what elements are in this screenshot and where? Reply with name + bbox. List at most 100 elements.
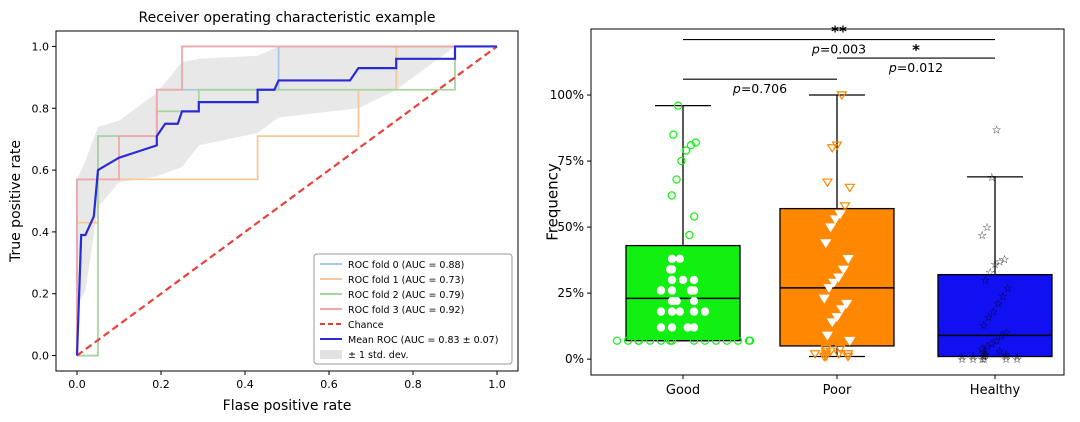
data-point: ☆ — [1012, 351, 1022, 364]
data-point: ☆ — [984, 311, 994, 324]
data-point: ☆ — [979, 353, 989, 366]
y-tick-label: 100% — [550, 88, 584, 102]
y-tick-label: 25% — [557, 286, 584, 300]
y-axis-label: Frequency — [544, 163, 562, 241]
legend-swatch — [320, 350, 342, 359]
roc-title: Receiver operating characteristic exampl… — [138, 10, 435, 26]
data-point — [844, 183, 856, 193]
data-point: ☆ — [968, 353, 978, 366]
data-point: ☆ — [957, 351, 967, 364]
data-point — [667, 265, 677, 274]
p-value-label: p=0.706 — [732, 81, 787, 96]
p-value-label: p=0.012 — [888, 60, 943, 75]
roc-chart: Receiver operating characteristic exampl… — [8, 10, 519, 414]
data-point — [689, 307, 699, 316]
data-point: ☆ — [1001, 348, 1011, 361]
significance-stars: * — [912, 41, 920, 59]
data-point — [821, 331, 833, 341]
legend-entry: Mean ROC (AUC = 0.83 ± 0.07) — [348, 335, 498, 346]
data-point — [667, 336, 677, 345]
y-tick-label: 0.2 — [32, 288, 50, 301]
data-point: ☆ — [1001, 351, 1011, 364]
data-point — [669, 130, 678, 139]
data-point: ☆ — [979, 351, 989, 364]
x-tick-label: Good — [666, 383, 700, 398]
data-point — [675, 254, 684, 263]
x-tick-label: 1.0 — [488, 378, 506, 391]
data-point — [700, 336, 710, 345]
data-point: ☆ — [979, 348, 989, 361]
data-point — [686, 141, 696, 150]
x-tick-label: Healthy — [970, 383, 1021, 398]
data-point: ☆ — [985, 266, 995, 279]
data-point — [829, 215, 841, 225]
data-point — [820, 344, 832, 354]
data-point — [833, 273, 845, 283]
data-point — [689, 275, 699, 285]
x-tick-label: Poor — [823, 383, 852, 398]
data-point: ☆ — [979, 345, 989, 358]
x-tick-label: 0.6 — [320, 378, 338, 391]
x-tick-label: 0.2 — [152, 378, 170, 391]
data-point — [667, 191, 676, 200]
roc-plot-frame — [55, 30, 519, 372]
legend-entry: ± 1 std. dev. — [348, 350, 409, 361]
data-point: ☆ — [957, 353, 967, 366]
data-point: ☆ — [998, 290, 1008, 303]
data-point — [733, 336, 743, 345]
data-point: ☆ — [992, 123, 1002, 136]
x-tick-label: 0.0 — [68, 378, 86, 391]
data-point: ☆ — [996, 329, 1006, 342]
data-point: ☆ — [1001, 353, 1011, 366]
data-point — [844, 336, 856, 346]
data-point — [821, 178, 833, 188]
data-point — [681, 146, 691, 155]
data-point — [672, 175, 681, 184]
data-point — [623, 336, 633, 345]
data-point — [675, 307, 684, 316]
legend-entry: ROC fold 0 (AUC = 0.88) — [348, 260, 464, 271]
legend-entry: ROC fold 2 (AUC = 0.79) — [348, 290, 464, 301]
data-point — [820, 350, 832, 360]
data-point — [612, 336, 622, 345]
data-point: ☆ — [995, 345, 1005, 358]
data-point — [842, 352, 854, 362]
box-healthy — [937, 273, 1053, 358]
data-point — [839, 202, 851, 212]
data-point — [834, 344, 846, 354]
data-point — [836, 305, 848, 315]
data-point — [667, 323, 677, 332]
frequency-boxplot: 0% 25% 50% 75% 100% Frequency Good Poor Healthy ☆… — [544, 23, 1065, 398]
p-value-label: p=0.003 — [811, 42, 866, 57]
roc-series-4 — [76, 45, 498, 357]
data-point: ☆ — [1003, 282, 1013, 295]
y-tick-label: 0% — [565, 352, 584, 366]
legend-entry: Chance — [348, 320, 384, 331]
data-point: ☆ — [979, 351, 989, 364]
x-axis-label: Flase positive rate — [223, 398, 352, 414]
data-point — [689, 286, 699, 295]
y-tick-label: 1.0 — [32, 40, 50, 53]
data-point: ☆ — [980, 348, 990, 361]
data-point: ☆ — [993, 298, 1003, 311]
data-point: ☆ — [982, 340, 992, 353]
data-point — [834, 210, 846, 220]
data-point — [722, 336, 732, 345]
data-point: ☆ — [977, 229, 987, 242]
data-point: ☆ — [968, 351, 978, 364]
data-point — [745, 336, 755, 345]
data-point — [818, 294, 830, 304]
roc-series-5 — [75, 45, 497, 356]
y-tick-label: 50% — [557, 220, 584, 234]
data-point: ☆ — [987, 171, 997, 184]
data-point — [828, 278, 840, 288]
x-tick-label: 0.4 — [236, 378, 254, 391]
data-point: ☆ — [990, 258, 1000, 271]
data-point — [689, 336, 699, 345]
data-point — [841, 299, 853, 309]
data-point — [826, 144, 838, 154]
data-point — [667, 275, 677, 285]
box-plot-frame — [590, 28, 1065, 376]
roc-series-2 — [77, 45, 497, 357]
data-point — [823, 284, 835, 294]
